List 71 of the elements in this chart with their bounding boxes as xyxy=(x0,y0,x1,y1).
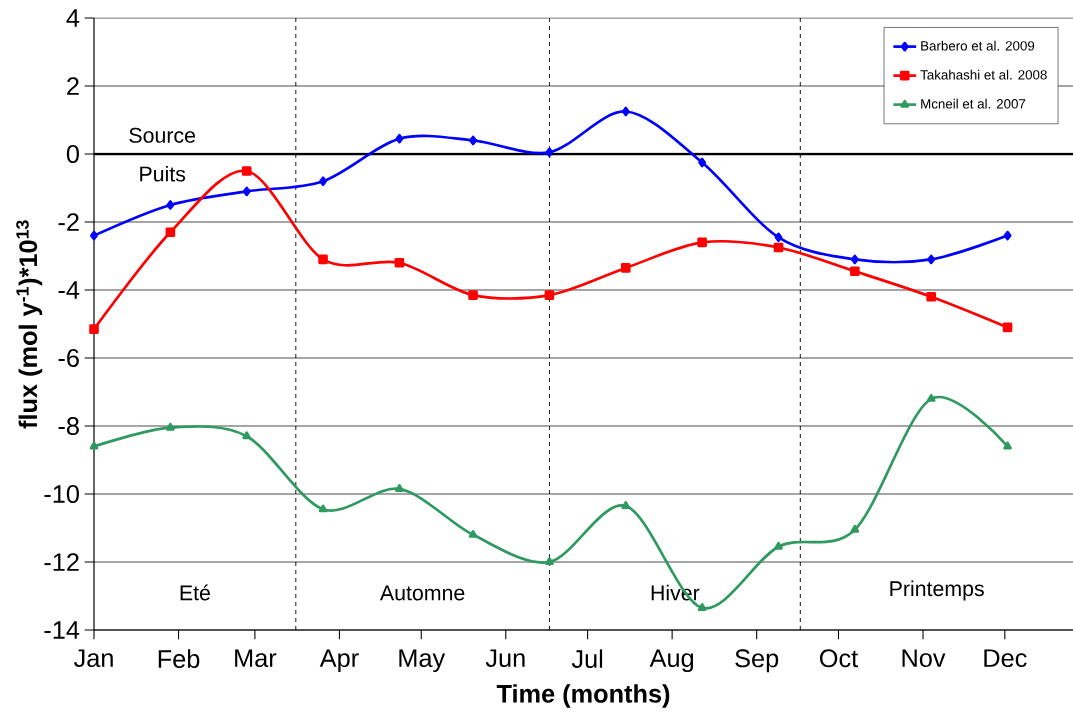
point xyxy=(241,166,252,176)
point xyxy=(394,257,405,268)
x-tick-label: Oct xyxy=(819,649,859,668)
y-axis-title: flux (mol y$^{-1}$)*10$^{13}$ xyxy=(16,220,43,429)
point xyxy=(165,227,176,238)
point xyxy=(1002,322,1013,333)
point xyxy=(773,242,784,253)
y-tick-label: 0 xyxy=(66,145,79,163)
annotation: Puits xyxy=(140,165,186,182)
point xyxy=(698,157,707,168)
x-tick-label: Sep xyxy=(735,649,779,673)
y-tick-label: -2 xyxy=(58,213,79,231)
point xyxy=(469,135,477,146)
point xyxy=(620,263,631,273)
x-axis-title: Time (months) xyxy=(496,684,670,708)
y-tick-label: 2 xyxy=(67,77,79,95)
x-tick-label: May xyxy=(399,649,446,673)
point xyxy=(697,237,707,248)
x-tick-label: Mar xyxy=(235,649,277,668)
x-tick-label: Nov xyxy=(902,649,946,668)
point xyxy=(850,266,860,277)
point xyxy=(318,254,328,265)
y-tick-label: -10 xyxy=(44,485,79,503)
point xyxy=(927,254,936,265)
y-tick-label: -14 xyxy=(44,621,80,639)
x-tick-label: Aug xyxy=(649,649,694,673)
y-tick-label: -12 xyxy=(44,553,79,571)
point xyxy=(468,530,478,538)
x-tick-label: Jul xyxy=(571,649,603,668)
legend-label: Takahashi et al. 2008 xyxy=(920,69,1047,80)
y-tick-label: -8 xyxy=(58,417,79,435)
y-tick-label: -4 xyxy=(58,281,80,299)
x-tick-label: Feb xyxy=(158,649,200,668)
point xyxy=(395,133,404,144)
point xyxy=(926,393,936,402)
x-tick-label: Apr xyxy=(319,649,359,673)
point xyxy=(544,290,555,300)
point xyxy=(319,176,328,187)
point xyxy=(1003,441,1012,450)
point xyxy=(166,422,175,431)
point xyxy=(545,557,554,566)
legend-label: Mcneil et al. 2007 xyxy=(921,98,1026,109)
legend-label: Barbero et al. 2009 xyxy=(921,40,1035,51)
point xyxy=(89,324,99,334)
point xyxy=(774,541,783,550)
point xyxy=(242,186,251,197)
point xyxy=(850,524,860,533)
point xyxy=(318,504,328,513)
annotation: Automne xyxy=(379,585,465,601)
y-tick-label: -6 xyxy=(58,349,79,367)
point xyxy=(926,291,937,302)
point xyxy=(242,431,252,440)
point xyxy=(850,254,859,265)
point xyxy=(395,484,404,492)
annotation: Source xyxy=(129,127,196,143)
y-tick-label: 4 xyxy=(66,9,80,27)
point xyxy=(697,603,707,611)
point xyxy=(166,200,175,210)
point xyxy=(468,290,478,300)
point xyxy=(1003,230,1012,241)
annotation: Printemps xyxy=(890,580,984,601)
point xyxy=(89,441,99,450)
point xyxy=(545,147,554,158)
point xyxy=(621,106,630,117)
point xyxy=(90,230,98,241)
point xyxy=(774,232,783,243)
x-tick-label: Dec xyxy=(984,649,1027,668)
point xyxy=(621,501,631,509)
annotation: Eté xyxy=(180,584,210,601)
x-tick-label: Jun xyxy=(485,649,525,668)
x-tick-label: Jan xyxy=(73,649,113,668)
